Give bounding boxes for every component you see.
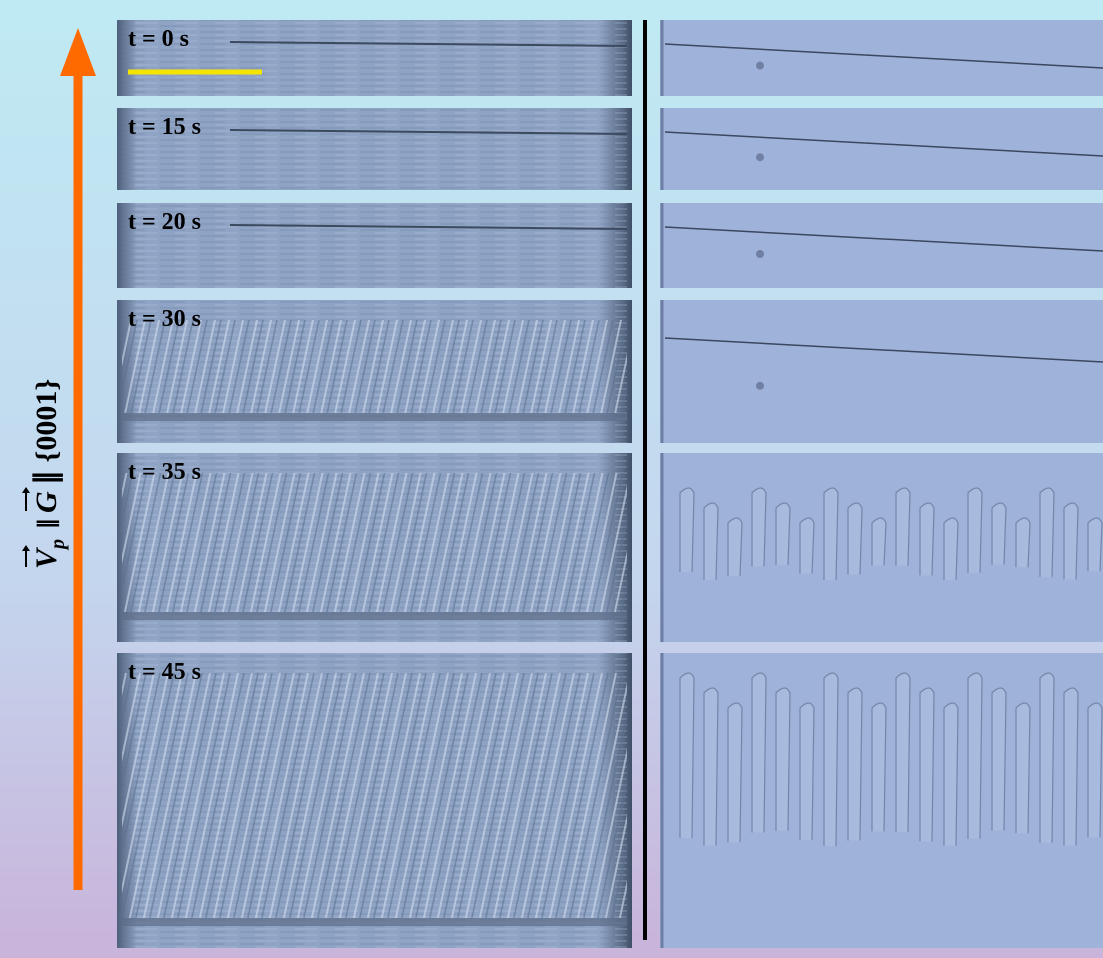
dendrite [1064, 688, 1078, 845]
dendrite [776, 688, 790, 831]
dendrite [1040, 673, 1054, 843]
time-label: t = 35 s [128, 459, 201, 485]
particle [756, 250, 764, 258]
time-label: t = 0 s [128, 26, 189, 52]
panels: t = 0 s t = 15 s t = 20 s t = 30 s t = 35 s t… [117, 20, 1103, 948]
dendrite [1040, 488, 1054, 577]
dendrite [680, 673, 694, 838]
left-texture [122, 20, 627, 96]
dendrite [800, 518, 814, 574]
dendrite [752, 673, 766, 832]
right-image [660, 203, 1103, 288]
time-label: t = 45 s [128, 659, 201, 685]
dendrite [704, 503, 718, 580]
dendrite [1016, 703, 1030, 833]
dendrite-texture [122, 673, 627, 918]
time-label: t = 30 s [128, 306, 201, 332]
dendrite [968, 488, 982, 573]
base-band [122, 612, 627, 620]
dendrite [968, 673, 982, 839]
time-label: t = 20 s [128, 209, 201, 235]
dendrite [1088, 518, 1102, 571]
dendrite [920, 503, 934, 575]
dendrite [680, 488, 694, 572]
dendrite [872, 518, 886, 565]
base-band [122, 918, 627, 926]
dendrite [896, 488, 910, 566]
dendrite [752, 488, 766, 566]
figure: t = 0 s t = 15 s t = 20 s t = 30 s t = 35 s t… [0, 0, 1103, 958]
axis-label-sep: ∥ [34, 518, 60, 529]
dendrite [1064, 503, 1078, 579]
right-image [660, 300, 1103, 443]
dendrite [728, 518, 742, 576]
axis-label-sub: p [47, 539, 69, 551]
dendrite [800, 703, 814, 840]
dendrite [944, 703, 958, 846]
dendrite-texture [122, 473, 627, 612]
dendrite [728, 703, 742, 842]
dendrite [1016, 518, 1030, 567]
particle [756, 153, 764, 161]
time-label: t = 15 s [128, 114, 201, 140]
right-image [660, 108, 1103, 190]
dendrite [1088, 703, 1102, 837]
dendrite [896, 673, 910, 832]
base-band [122, 413, 627, 421]
right-image [660, 20, 1103, 96]
dendrite [920, 688, 934, 841]
dendrite [776, 503, 790, 565]
axis-label-g: G [30, 491, 63, 513]
dendrite [992, 688, 1006, 831]
dendrite [704, 688, 718, 846]
dendrite [824, 488, 838, 580]
dendrite [848, 503, 862, 575]
dendrite [824, 673, 838, 846]
particle [756, 382, 764, 390]
dendrite [848, 688, 862, 841]
dendrite-texture [122, 320, 627, 413]
particle [756, 62, 764, 70]
dendrite [944, 518, 958, 580]
dendrite [872, 703, 886, 831]
axis-label-rest: ∥ {0001} [30, 379, 63, 485]
dendrite [992, 503, 1006, 565]
